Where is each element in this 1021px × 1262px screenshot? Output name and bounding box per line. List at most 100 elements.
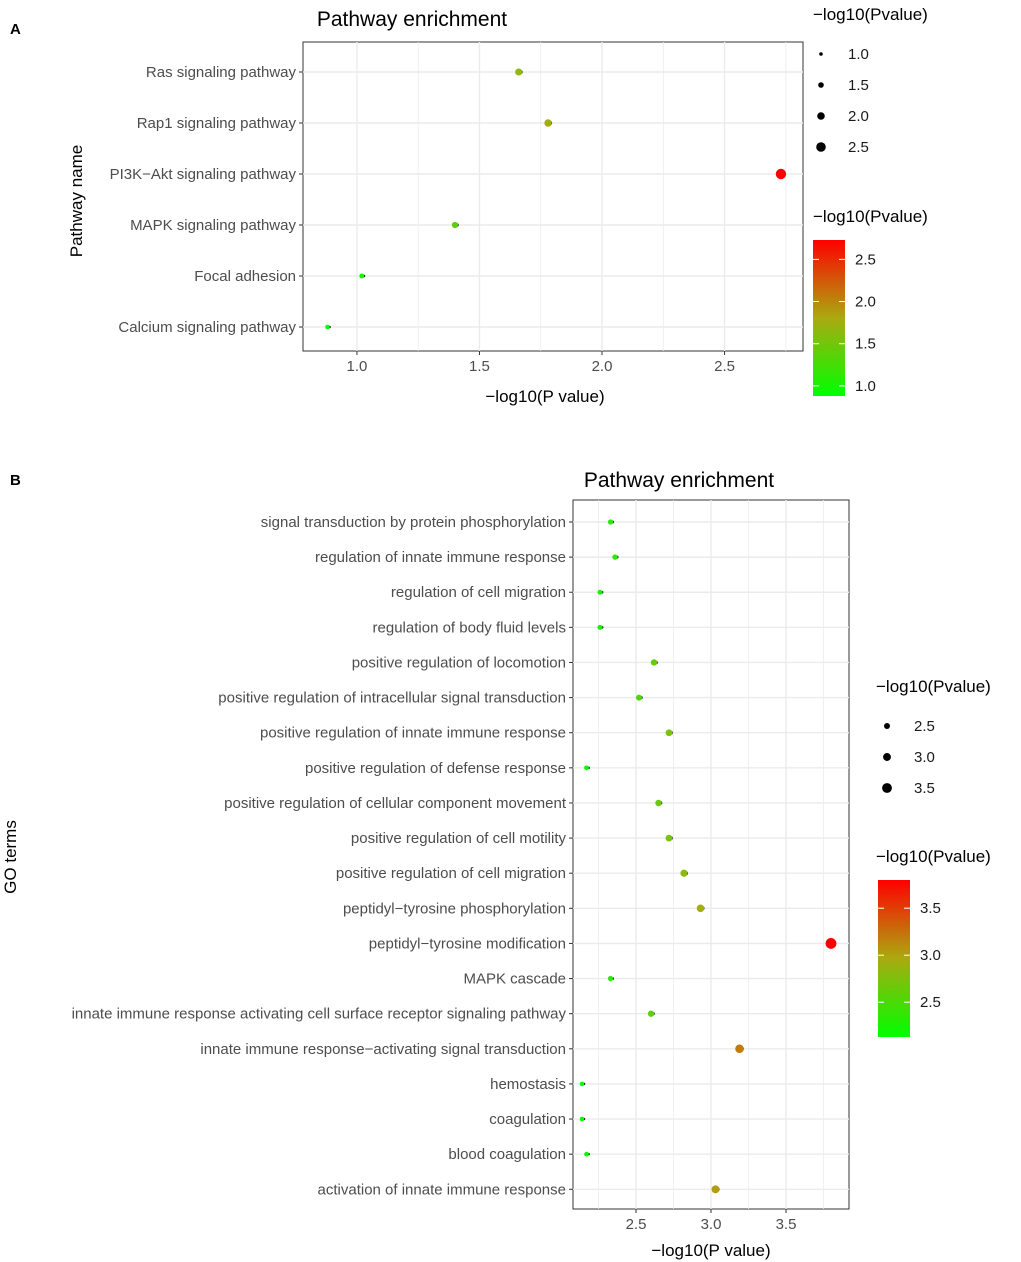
x-tick-label: 2.5: [714, 358, 735, 375]
color-legend-label: 3.0: [920, 947, 941, 964]
y-tick-label: MAPK cascade: [463, 971, 566, 988]
chart-a-color-legend-title: −log10(Pvalue): [813, 207, 928, 226]
chart-b-points: [579, 519, 837, 1194]
chart-a-y-tick-labels: Ras signaling pathway Rap1 signaling path…: [110, 64, 303, 336]
chart-a-size-legend-title: −log10(Pvalue): [813, 5, 928, 24]
y-tick-label: peptidyl−tyrosine modification: [369, 935, 566, 952]
chart-b-y-tick-labels: signal transduction by protein phosphory…: [72, 514, 573, 1198]
y-tick-label: signal transduction by protein phosphory…: [261, 514, 566, 531]
size-legend-label: 3.5: [914, 780, 935, 797]
size-legend-label: 2.5: [848, 139, 869, 156]
chart-b-x-ticks: 2.5 3.0 3.5: [626, 1209, 797, 1233]
color-legend-label: 3.5: [920, 900, 941, 917]
data-point: [579, 1116, 585, 1122]
data-point: [635, 694, 643, 701]
y-tick-label: hemostasis: [490, 1076, 566, 1093]
size-legend-label: 3.0: [914, 749, 935, 766]
chart-a-color-legend-ticks: 1.0 1.5 2.0 2.5: [813, 251, 876, 395]
chart-a-y-axis-label: Pathway name: [67, 145, 86, 257]
chart-a-title: Pathway enrichment: [317, 8, 507, 31]
data-point: [359, 273, 365, 279]
y-tick-label: regulation of cell migration: [391, 584, 566, 601]
y-tick-label: Focal adhesion: [194, 268, 296, 285]
data-point: [665, 834, 673, 842]
chart-a-plot-panel: [302, 41, 804, 352]
chart-b-color-legend-title: −log10(Pvalue): [876, 847, 991, 866]
data-point: [607, 975, 614, 982]
data-point: [584, 1151, 589, 1157]
x-tick-label: 1.5: [469, 358, 490, 375]
y-tick-label: innate immune response−activating signal…: [200, 1041, 566, 1058]
color-legend-label: 1.0: [855, 378, 876, 395]
chart-b-size-legend-title: −log10(Pvalue): [876, 677, 991, 696]
y-tick-label: peptidyl−tyrosine phosphorylation: [343, 900, 566, 917]
size-legend-key: [818, 82, 824, 88]
size-legend-key: [817, 112, 825, 120]
y-tick-label: Rap1 signaling pathway: [137, 115, 297, 132]
panel-label-b: B: [10, 472, 21, 489]
data-point: [665, 729, 673, 737]
y-tick-label: activation of innate immune response: [318, 1181, 566, 1198]
data-point: [584, 765, 589, 771]
chart-a-x-ticks: 1.0 1.5 2.0 2.5: [346, 351, 735, 375]
chart-b-gridlines: [573, 500, 849, 1209]
y-tick-label: positive regulation of cell motility: [351, 830, 567, 847]
y-tick-label: positive regulation of locomotion: [352, 654, 566, 671]
chart-b-y-axis-label: GO terms: [1, 820, 20, 894]
chart-b-x-axis-label: −log10(P value): [651, 1241, 770, 1260]
size-legend-key: [882, 783, 892, 793]
y-tick-label: positive regulation of intracellular sig…: [218, 690, 566, 707]
chart-a: Pathway enrichment Ras signaling pathway…: [67, 5, 928, 406]
y-tick-label: positive regulation of defense response: [305, 760, 566, 777]
data-point: [515, 68, 523, 76]
y-tick-label: Calcium signaling pathway: [118, 319, 296, 336]
y-tick-label: positive regulation of innate immune res…: [260, 725, 566, 742]
chart-a-x-axis-label: −log10(P value): [485, 387, 604, 406]
y-tick-label: positive regulation of cellular componen…: [224, 795, 567, 812]
data-point: [825, 938, 837, 949]
y-tick-label: innate immune response activating cell s…: [72, 1006, 567, 1023]
chart-b-color-legend-ticks: 2.5 3.0 3.5: [878, 900, 941, 1011]
chart-a-size-legend: 1.0 1.5 2.0 2.5: [816, 46, 869, 156]
y-tick-label: PI3K−Akt signaling pathway: [110, 166, 297, 183]
data-point: [597, 624, 603, 630]
y-tick-label: regulation of innate immune response: [315, 549, 566, 566]
data-point: [711, 1185, 720, 1194]
size-legend-label: 2.5: [914, 718, 935, 735]
size-legend-key: [884, 723, 890, 729]
data-point: [735, 1044, 744, 1054]
color-legend-label: 2.0: [855, 294, 876, 311]
data-point: [607, 519, 614, 525]
data-point: [544, 119, 552, 127]
chart-b-title: Pathway enrichment: [584, 469, 774, 492]
x-tick-label: 2.0: [592, 358, 613, 375]
data-point: [325, 324, 330, 330]
chart-a-color-bar: [813, 240, 845, 396]
size-legend-label: 1.5: [848, 77, 869, 94]
chart-b-size-legend: 2.5 3.0 3.5: [882, 718, 935, 797]
size-legend-label: 1.0: [848, 46, 869, 63]
size-legend-key: [819, 52, 823, 56]
y-tick-label: MAPK signaling pathway: [130, 217, 296, 234]
data-point: [680, 869, 688, 877]
chart-b: Pathway enrichment signal transduction b…: [1, 469, 991, 1260]
color-legend-label: 1.5: [855, 336, 876, 353]
y-tick-label: Ras signaling pathway: [146, 64, 297, 81]
color-legend-label: 2.5: [855, 251, 876, 268]
color-legend-label: 2.5: [920, 994, 941, 1011]
chart-b-color-bar: [878, 880, 910, 1037]
size-legend-key: [883, 753, 891, 761]
panel-label-a: A: [10, 21, 21, 38]
data-point: [451, 221, 459, 229]
data-point: [650, 659, 658, 666]
x-tick-label: 2.5: [626, 1216, 647, 1233]
data-point: [647, 1010, 655, 1017]
size-legend-key: [816, 142, 826, 152]
data-point: [696, 904, 705, 913]
y-tick-label: regulation of body fluid levels: [373, 619, 566, 636]
x-tick-label: 3.5: [776, 1216, 797, 1233]
chart-a-points: [325, 68, 787, 330]
data-point: [597, 589, 603, 595]
x-tick-label: 1.0: [346, 358, 367, 375]
